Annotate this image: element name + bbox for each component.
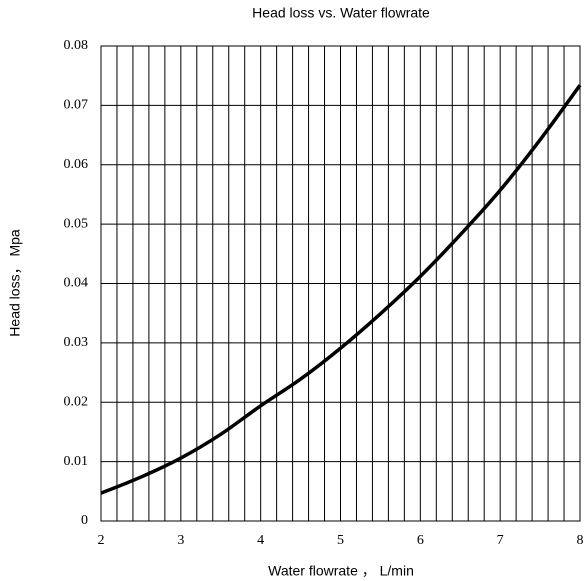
chart-title: Head loss vs. Water flowrate [252, 5, 430, 21]
data-line [100, 84, 582, 495]
x-tick-label: 2 [98, 533, 105, 548]
y-tick-label: 0.01 [64, 454, 89, 469]
y-tick-label: 0.04 [64, 276, 89, 291]
x-tick-label: 7 [497, 533, 504, 548]
x-tick-label: 4 [257, 533, 264, 548]
y-tick-label: 0.02 [64, 394, 89, 409]
x-tick-label: 6 [417, 533, 424, 548]
x-tick-label: 3 [177, 533, 184, 548]
y-tick-label: 0.07 [64, 98, 89, 113]
x-tick-label: 5 [337, 533, 344, 548]
y-tick-label: 0.08 [64, 38, 89, 53]
y-tick-label: 0.05 [64, 216, 89, 231]
y-tick-label: 0 [81, 513, 88, 528]
y-axis-label: Head loss， Mpa [7, 229, 23, 337]
y-tick-label: 0.03 [64, 335, 89, 350]
x-axis-label: Water flowrate ， L/min [268, 563, 414, 579]
x-tick-label: 8 [577, 533, 584, 548]
y-tick-label: 0.06 [64, 157, 89, 172]
